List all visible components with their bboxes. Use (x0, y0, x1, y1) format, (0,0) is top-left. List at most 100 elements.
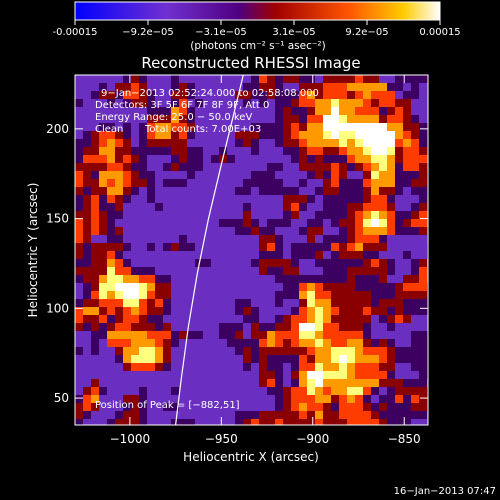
heatmap-cell (403, 75, 412, 84)
heatmap-cell (235, 123, 244, 132)
heatmap-cell (363, 379, 372, 388)
heatmap-cell (235, 363, 244, 372)
heatmap-cell (315, 323, 324, 332)
heatmap-cell (219, 179, 228, 188)
heatmap-cell (99, 363, 108, 372)
heatmap-cell (139, 155, 148, 164)
heatmap-cell (355, 403, 364, 412)
heatmap-cell (275, 227, 284, 236)
heatmap-cell (99, 243, 108, 252)
heatmap-cell (227, 83, 236, 92)
heatmap-cell (275, 179, 284, 188)
heatmap-cell (283, 315, 292, 324)
heatmap-cell (371, 371, 380, 380)
heatmap-cell (211, 371, 220, 380)
heatmap-cell (123, 291, 132, 300)
heatmap-cell (179, 331, 188, 340)
heatmap-cell (387, 99, 396, 108)
heatmap-cell (315, 115, 324, 124)
heatmap-cell (347, 91, 356, 100)
heatmap-cell (195, 403, 204, 412)
heatmap-cell (91, 171, 100, 180)
heatmap-cell (395, 227, 404, 236)
heatmap-cell (115, 203, 124, 212)
heatmap-cell (355, 371, 364, 380)
heatmap-cell (91, 299, 100, 308)
heatmap-cell (267, 195, 276, 204)
heatmap-cell (163, 91, 172, 100)
total-counts-text: Total counts: 7.00E+03 (144, 124, 261, 135)
heatmap-cell (299, 99, 308, 108)
heatmap-cell (315, 339, 324, 348)
heatmap-cell (291, 155, 300, 164)
heatmap-cell (75, 275, 84, 284)
heatmap-cell (131, 171, 140, 180)
heatmap-cell (203, 83, 212, 92)
heatmap-cell (155, 323, 164, 332)
heatmap-cell (115, 83, 124, 92)
heatmap-cell (307, 251, 316, 260)
heatmap-cell (339, 107, 348, 116)
heatmap-cell (147, 139, 156, 148)
heatmap-cell (235, 355, 244, 364)
heatmap-cell (91, 163, 100, 172)
heatmap-cell (331, 363, 340, 372)
heatmap-cell (243, 259, 252, 268)
heatmap-cell (299, 379, 308, 388)
heatmap-cell (243, 291, 252, 300)
heatmap-cell (331, 91, 340, 100)
heatmap-cell (259, 323, 268, 332)
heatmap-cell (291, 187, 300, 196)
heatmap-cell (387, 299, 396, 308)
heatmap-cell (307, 179, 316, 188)
heatmap-cell (211, 315, 220, 324)
heatmap-cell (115, 403, 124, 412)
heatmap-cell (115, 299, 124, 308)
heatmap-cell (387, 275, 396, 284)
heatmap-cell (83, 203, 92, 212)
heatmap-cell (395, 107, 404, 116)
heatmap-cell (323, 395, 332, 404)
heatmap-cell (275, 403, 284, 412)
heatmap-cell (291, 259, 300, 268)
heatmap-cell (299, 419, 308, 425)
heatmap-cell (371, 187, 380, 196)
heatmap-cell (187, 411, 196, 420)
heatmap-cell (131, 275, 140, 284)
heatmap-cell (235, 275, 244, 284)
heatmap-cell (219, 323, 228, 332)
heatmap-cell (387, 411, 396, 420)
heatmap-cell (251, 107, 260, 116)
heatmap-cell (411, 75, 420, 84)
heatmap-cell (219, 299, 228, 308)
heatmap-cell (299, 235, 308, 244)
heatmap-cell (395, 275, 404, 284)
heatmap-cell (251, 83, 260, 92)
heatmap-cell (275, 363, 284, 372)
heatmap-cell (331, 131, 340, 140)
heatmap-cell (347, 411, 356, 420)
heatmap-cell (83, 291, 92, 300)
heatmap-cell (179, 179, 188, 188)
y-axis-label: Heliocentric Y (arcsec) (26, 183, 40, 318)
heatmap-cell (323, 355, 332, 364)
heatmap-cell (123, 91, 132, 100)
heatmap-cell (131, 307, 140, 316)
heatmap-cell (315, 91, 324, 100)
heatmap-cell (235, 339, 244, 348)
heatmap-cell (283, 355, 292, 364)
heatmap-cell (155, 75, 164, 84)
heatmap-cell (219, 203, 228, 212)
heatmap-cell (323, 291, 332, 300)
heatmap-cell (211, 395, 220, 404)
heatmap-cell (83, 307, 92, 316)
heatmap-cell (99, 259, 108, 268)
heatmap-cell (91, 219, 100, 228)
heatmap-cell (323, 99, 332, 108)
heatmap-cell (307, 235, 316, 244)
heatmap-cell (339, 387, 348, 396)
heatmap-cell (299, 403, 308, 412)
heatmap-cell (275, 115, 284, 124)
heatmap-cell (139, 371, 148, 380)
